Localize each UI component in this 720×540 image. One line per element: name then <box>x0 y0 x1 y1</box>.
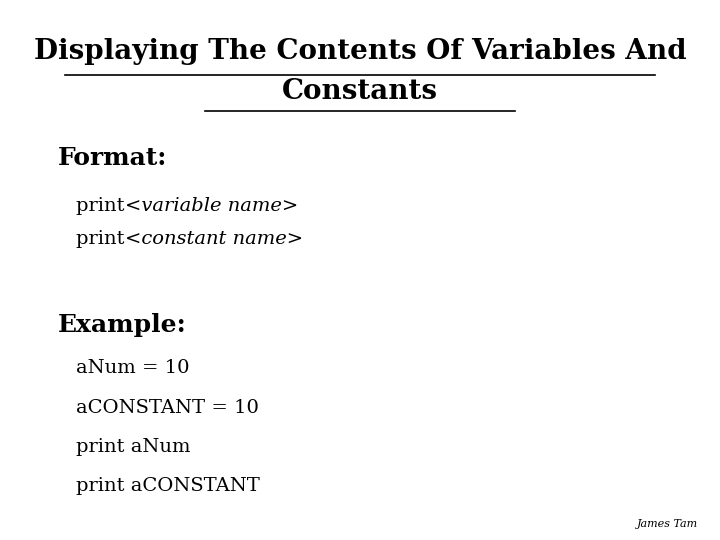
Text: Example:: Example: <box>58 313 186 337</box>
Text: James Tam: James Tam <box>637 519 698 529</box>
Text: aCONSTANT = 10: aCONSTANT = 10 <box>76 399 258 416</box>
Text: <variable name>: <variable name> <box>125 197 298 215</box>
Text: <constant name>: <constant name> <box>125 230 302 247</box>
Text: print: print <box>76 197 130 215</box>
Text: print aNum: print aNum <box>76 438 190 456</box>
Text: Displaying The Contents Of Variables And: Displaying The Contents Of Variables And <box>34 38 686 65</box>
Text: Constants: Constants <box>282 78 438 105</box>
Text: aNum = 10: aNum = 10 <box>76 359 189 377</box>
Text: Format:: Format: <box>58 146 167 170</box>
Text: print: print <box>76 230 130 247</box>
Text: print aCONSTANT: print aCONSTANT <box>76 477 259 495</box>
